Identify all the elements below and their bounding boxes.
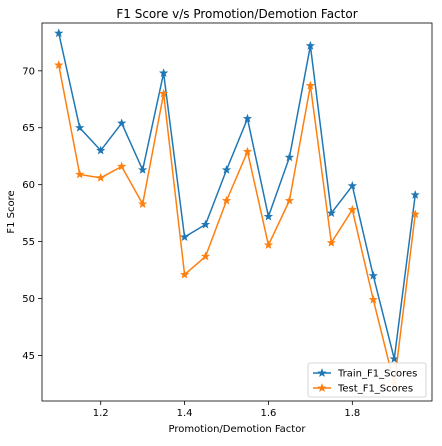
y-axis-label: F1 Score	[6, 190, 17, 233]
data-point	[75, 169, 85, 179]
data-point	[221, 195, 232, 205]
y-tick-label: 70	[22, 66, 35, 77]
legend-label: Test_F1_Scores	[337, 384, 413, 395]
y-tick-label: 50	[22, 294, 35, 305]
legend-marker	[317, 383, 327, 392]
data-point	[117, 118, 127, 128]
series-layer	[54, 28, 420, 388]
data-point	[284, 152, 295, 162]
chart-title: F1 Score v/s Promotion/Demotion Factor	[116, 7, 357, 21]
data-point	[368, 294, 378, 304]
data-point	[242, 113, 253, 123]
data-point	[159, 88, 169, 98]
series-line	[58, 33, 416, 360]
data-point	[305, 40, 315, 50]
data-point	[410, 209, 420, 219]
legend-item: Test_F1_Scores	[313, 383, 413, 395]
y-tick-label: 45	[22, 351, 35, 362]
data-point	[159, 68, 169, 78]
data-point	[96, 172, 106, 182]
series-Test_F1_Scores	[54, 60, 420, 388]
legend-item: Train_F1_Scores	[313, 368, 417, 380]
data-point	[179, 269, 190, 279]
y-tick-label: 55	[22, 237, 35, 248]
legend-box	[307, 362, 427, 398]
data-point	[221, 165, 232, 174]
data-point	[138, 199, 148, 208]
x-tick-label: 1.2	[93, 408, 109, 419]
data-point	[263, 240, 274, 249]
data-point	[326, 208, 336, 218]
data-point	[96, 145, 106, 155]
data-point	[347, 204, 357, 214]
x-tick-label: 1.8	[344, 408, 360, 419]
data-point	[179, 232, 190, 241]
y-tick-label: 60	[22, 180, 35, 191]
x-tick-label: 1.6	[260, 408, 276, 419]
data-point	[54, 28, 64, 38]
data-point	[263, 211, 274, 221]
data-point	[75, 122, 85, 132]
series-Train_F1_Scores	[54, 28, 420, 363]
data-point	[284, 195, 295, 205]
data-point	[305, 80, 315, 90]
plot-frame	[41, 22, 433, 402]
data-point	[368, 270, 378, 280]
series-line	[58, 64, 416, 385]
data-point	[410, 190, 420, 199]
legend-label: Train_F1_Scores	[337, 369, 417, 380]
y-tick-label: 65	[22, 123, 35, 134]
data-point	[200, 219, 211, 229]
x-axis-label: Promotion/Demotion Factor	[169, 424, 307, 435]
data-point	[117, 161, 127, 171]
x-axis-ticks: 1.2 1.4 1.6 1.8	[93, 401, 360, 419]
y-axis-ticks: 45 50 55 60 65 70	[22, 66, 42, 362]
data-point	[54, 60, 64, 70]
data-point	[326, 237, 336, 247]
x-tick-label: 1.4	[177, 408, 193, 419]
data-point	[347, 180, 357, 190]
data-point	[242, 146, 253, 156]
legend: Train_F1_Scores Test_F1_Scores	[307, 362, 427, 398]
legend-marker	[317, 368, 327, 377]
data-point	[138, 165, 148, 174]
data-point	[200, 251, 211, 261]
